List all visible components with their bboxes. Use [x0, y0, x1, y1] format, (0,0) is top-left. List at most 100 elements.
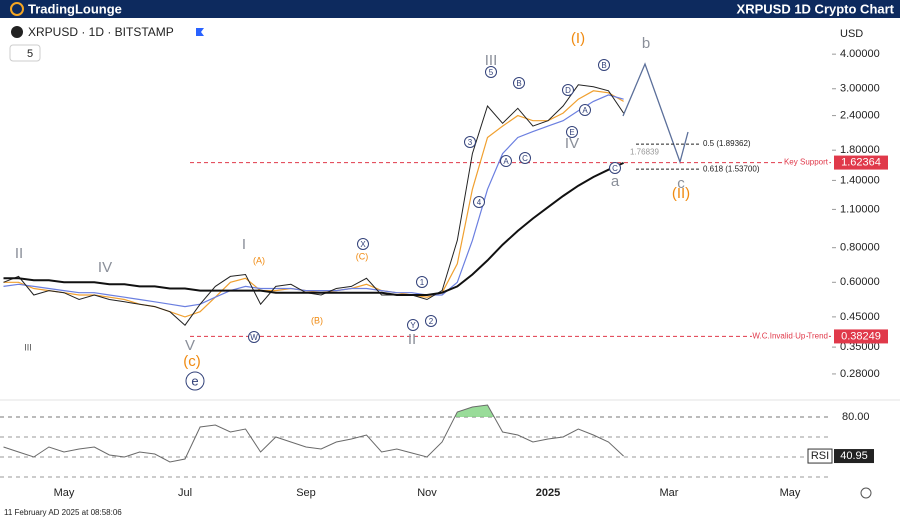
x-tick-label: Nov: [417, 487, 437, 499]
wave-label: IV: [98, 259, 112, 276]
wave-label: II: [408, 331, 416, 348]
level-box: [834, 155, 888, 170]
wave-circle: [562, 84, 574, 96]
flag: [196, 28, 204, 36]
currency[interactable]: USD: [840, 28, 863, 40]
badge[interactable]: 5: [27, 48, 33, 60]
chart-title: XRPUSD 1D Crypto Chart: [737, 1, 895, 16]
banner: [0, 0, 900, 18]
level-value: 0.38249: [841, 330, 881, 342]
settings[interactable]: [860, 487, 872, 499]
wave-label: I: [242, 236, 246, 253]
wave-circle: [464, 136, 476, 148]
y-tick-label: 0.28000: [840, 368, 880, 380]
overbought-fill: [3, 405, 624, 417]
wave-label: III: [24, 342, 32, 352]
wave-label: 4: [477, 198, 482, 207]
level-text: W.C.Invalid Up Trend: [752, 332, 828, 341]
logo: [10, 2, 24, 16]
series-line: [3, 90, 624, 318]
wave-label: A: [503, 157, 509, 166]
series-line: [3, 94, 624, 308]
wave-label: B: [516, 79, 521, 88]
y-tick-label: 1.80000: [840, 144, 880, 156]
wave-label: (I): [571, 30, 585, 47]
wave-label: E: [569, 128, 574, 137]
wave-circle: [473, 196, 485, 208]
wave-circle: [579, 104, 591, 116]
wave-label: (B): [311, 315, 323, 325]
wave-circle: [609, 162, 621, 174]
wave-label: B: [601, 61, 606, 70]
series-line: [3, 161, 625, 296]
x-tick-label: Mar: [660, 487, 679, 499]
wave-label: C: [612, 164, 618, 173]
rsi-value-box: [834, 449, 874, 464]
rsi-value: 40.95: [840, 450, 868, 462]
y-tick-label: 4.00000: [840, 48, 880, 60]
series-line: [3, 84, 625, 326]
symbol-icon: [11, 26, 23, 38]
timestamp: 11 February AD 2025 at 08:58:06: [4, 508, 122, 517]
wave-label: (II): [672, 185, 690, 202]
rsi-tick-label: 80.00: [842, 411, 870, 423]
wave-label: 2: [429, 317, 434, 326]
wave-label: (C): [356, 251, 369, 261]
wave-label: c: [677, 175, 685, 192]
wave-label: II: [15, 245, 23, 262]
wave-label: b: [642, 35, 650, 52]
wave-label: 5: [489, 68, 494, 77]
x-tick-label: May: [780, 487, 801, 499]
wave-label: e: [191, 373, 198, 388]
wave-circle: [357, 238, 369, 250]
wave-circle: [485, 66, 497, 78]
wave-circle: [513, 77, 525, 89]
wave-circle: [248, 331, 260, 343]
level-box: [834, 329, 888, 344]
rsi-label: RSI: [811, 450, 829, 462]
wave-label: A: [582, 106, 588, 115]
marker-label: 1.76839: [630, 147, 659, 156]
wave-label: (A): [253, 255, 265, 265]
projection: [622, 62, 689, 165]
wave-label: IV: [565, 135, 579, 152]
x-tick-label: Sep: [296, 487, 316, 499]
brand: TradingLounge: [28, 1, 122, 16]
wave-circle: [598, 59, 610, 71]
wave-label: III: [485, 52, 498, 69]
wave-label: V: [185, 337, 195, 354]
x-tick-label: May: [54, 487, 75, 499]
wave-circle: [185, 371, 205, 391]
fib-label: 0.5 (1.89362): [703, 139, 751, 148]
y-tick-label: 0.35000: [840, 341, 880, 353]
wave-label: Y: [410, 321, 416, 330]
wave-label: W: [250, 333, 258, 342]
wave-label: C: [522, 154, 528, 163]
y-tick-label: 0.45000: [840, 311, 880, 323]
y-tick-label: 3.00000: [840, 83, 880, 95]
wave-label: D: [565, 86, 571, 95]
wave-label: 1: [420, 278, 425, 287]
wave-circle: [425, 315, 437, 327]
x-tick-label: Jul: [178, 487, 192, 499]
x-tick-label: 2025: [536, 487, 560, 499]
level-value: 1.62364: [841, 156, 881, 168]
y-tick-label: 0.60000: [840, 276, 880, 288]
series-line: [3, 404, 624, 463]
y-tick-label: 1.10000: [840, 203, 880, 215]
fib-label: 0.618 (1.53700): [703, 164, 760, 173]
wave-circle: [566, 126, 578, 138]
level-text: Key Support: [784, 158, 829, 167]
wave-label: 3: [468, 138, 473, 147]
wave-label: (c): [183, 353, 201, 370]
wave-label: a: [611, 173, 620, 190]
wave-circle: [500, 155, 512, 167]
wave-circle: [407, 319, 419, 331]
wave-circle: [416, 276, 428, 288]
wave-circle: [519, 152, 531, 164]
y-tick-label: 1.40000: [840, 174, 880, 186]
y-tick-label: 0.80000: [840, 242, 880, 254]
badge-box[interactable]: [9, 44, 41, 62]
wave-label: X: [360, 240, 366, 249]
